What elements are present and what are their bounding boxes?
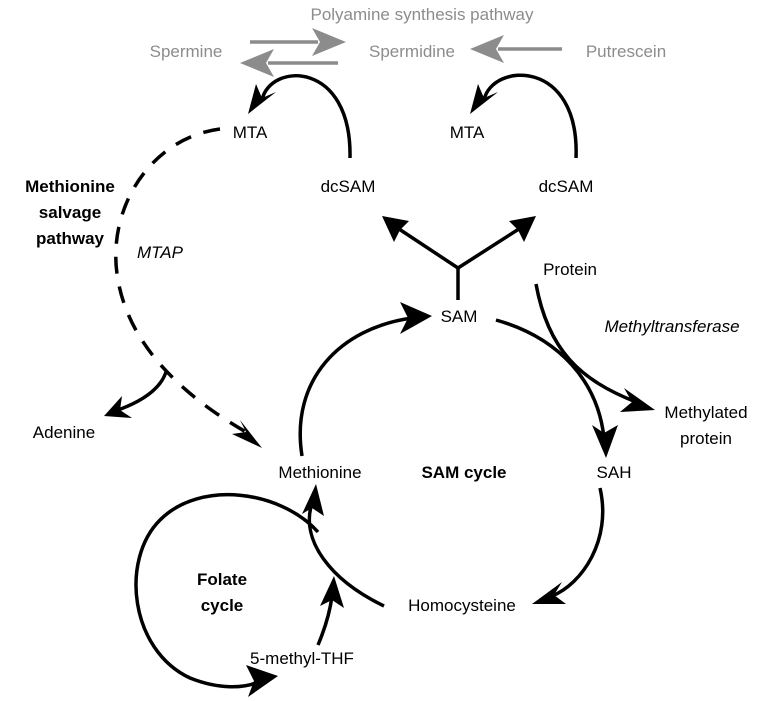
spermine-to-spermidine-arrowhead <box>312 28 346 56</box>
salvage-label-line2: salvage <box>39 203 101 222</box>
dcsam-right-to-mta-arrow <box>482 73 578 159</box>
putrescein-label: Putrescein <box>586 42 666 61</box>
sah-to-homocysteine-arrow <box>551 487 605 598</box>
adenine-label: Adenine <box>33 423 95 442</box>
dcsam-left-to-mta-arrow <box>260 74 352 159</box>
methyltransferase-label: Methyltransferase <box>604 317 739 336</box>
sam-to-dcsam-right-arrow <box>457 225 523 270</box>
homocysteine-label: Homocysteine <box>408 596 516 615</box>
sam-cycle-label: SAM cycle <box>421 463 506 482</box>
polyamine-title: Polyamine synthesis pathway <box>310 5 534 24</box>
folate-cycle: Folate cycle 5-methyl-THF <box>134 492 354 697</box>
salvage-label-line3: pathway <box>36 229 105 248</box>
salvage-label-line1: Methionine <box>25 177 115 196</box>
methylated-protein-line1: Methylated <box>664 403 747 422</box>
folate-loop-arrow <box>134 492 320 689</box>
folate-label-line1: Folate <box>197 570 247 589</box>
sam-to-sah-arrowhead <box>592 425 618 458</box>
methionine-salvage-pathway: Methionine salvage pathway MTAP Adenine <box>25 127 262 448</box>
spermine-label: Spermine <box>150 42 223 61</box>
folate-label-line2: cycle <box>201 596 244 615</box>
dcsam-left-label: dcSAM <box>321 177 376 196</box>
dcsam-left-to-mta-arrowhead <box>248 84 276 114</box>
mtap-to-adenine-arrowhead <box>104 396 132 418</box>
mtap-label: MTAP <box>137 243 184 262</box>
putrescein-to-spermidine-arrowhead <box>470 35 504 63</box>
homocysteine-to-methionine-arrow <box>307 502 385 608</box>
methionine-to-sam-arrow <box>298 316 413 457</box>
polyamine-pathway: Polyamine synthesis pathway Spermine Spe… <box>150 5 666 77</box>
methionine-to-sam-arrowhead <box>400 302 432 334</box>
methyl-thf-up-arrowhead <box>320 576 344 608</box>
mtap-to-adenine-arrow <box>117 371 168 412</box>
sam-label: SAM <box>441 307 478 326</box>
sam-cycle: SAM SAH Homocysteine Methionine SAM cycl… <box>278 302 631 615</box>
protein-to-methylated-arrow <box>534 283 637 404</box>
sam-to-sah-arrow <box>495 318 606 439</box>
mta-left-label: MTA <box>233 123 268 142</box>
protein-label: Protein <box>543 260 597 279</box>
spermidine-to-spermine-arrowhead <box>240 49 274 77</box>
sam-to-dcsam-right-arrowhead <box>509 216 536 242</box>
folate-loop-arrowhead <box>246 665 278 697</box>
homocysteine-to-methionine-arrowhead <box>302 484 324 516</box>
sam-to-dcsam-left-arrowhead <box>382 216 409 242</box>
sam-to-dcsam-left-arrow <box>395 225 459 270</box>
mta-to-methionine-dashed-arrow <box>114 127 247 434</box>
sah-label: SAH <box>597 463 632 482</box>
dcsam-right-to-mta-arrowhead <box>470 84 498 114</box>
dcsam-right-label: dcSAM <box>539 177 594 196</box>
protein-to-methylated-arrowhead <box>620 388 655 412</box>
sah-to-homocysteine-arrowhead <box>532 582 566 604</box>
methyl-thf-label: 5-methyl-THF <box>250 649 354 668</box>
mta-right-label: MTA <box>450 123 485 142</box>
mta-to-methionine-arrowhead <box>232 420 262 448</box>
methionine-label: Methionine <box>278 463 361 482</box>
methylated-protein-line2: protein <box>680 429 732 448</box>
spermidine-label: Spermidine <box>369 42 455 61</box>
